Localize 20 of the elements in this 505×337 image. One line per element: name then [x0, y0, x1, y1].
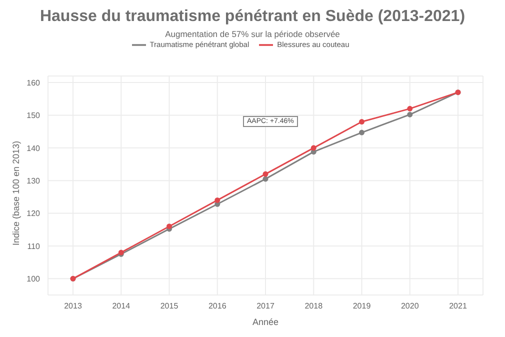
y-tick-label: 140 [26, 144, 41, 153]
y-axis-title: Indice (base 100 en 2013) [11, 140, 22, 246]
y-tick-label: 100 [26, 274, 41, 284]
y-tick-label: 120 [26, 209, 41, 218]
y-tick-label: 110 [27, 242, 41, 251]
chart-title: Hausse du traumatisme pénétrant en Suède (2013-2021) [38, 8, 466, 26]
y-tick-label: 150 [26, 111, 41, 120]
x-axis-title: Année [252, 317, 279, 327]
x-tick-label: 2016 [208, 302, 227, 311]
x-tick-label: 2014 [112, 302, 131, 311]
x-tick-label: 2017 [256, 302, 275, 311]
x-tick-label: 2018 [304, 302, 324, 311]
x-tick-label: 2021 [449, 302, 468, 311]
x-tick-label: 2015 [160, 302, 179, 311]
y-tick-label: 130 [26, 176, 41, 186]
x-tick-label: 2019 [352, 302, 372, 311]
x-tick-label: 2013 [64, 302, 82, 311]
y-tick-label: 160 [26, 78, 41, 88]
x-tick-label: 2020 [400, 302, 420, 311]
chart-subtitle: Augmentation de 57% sur la période observée [164, 29, 341, 39]
